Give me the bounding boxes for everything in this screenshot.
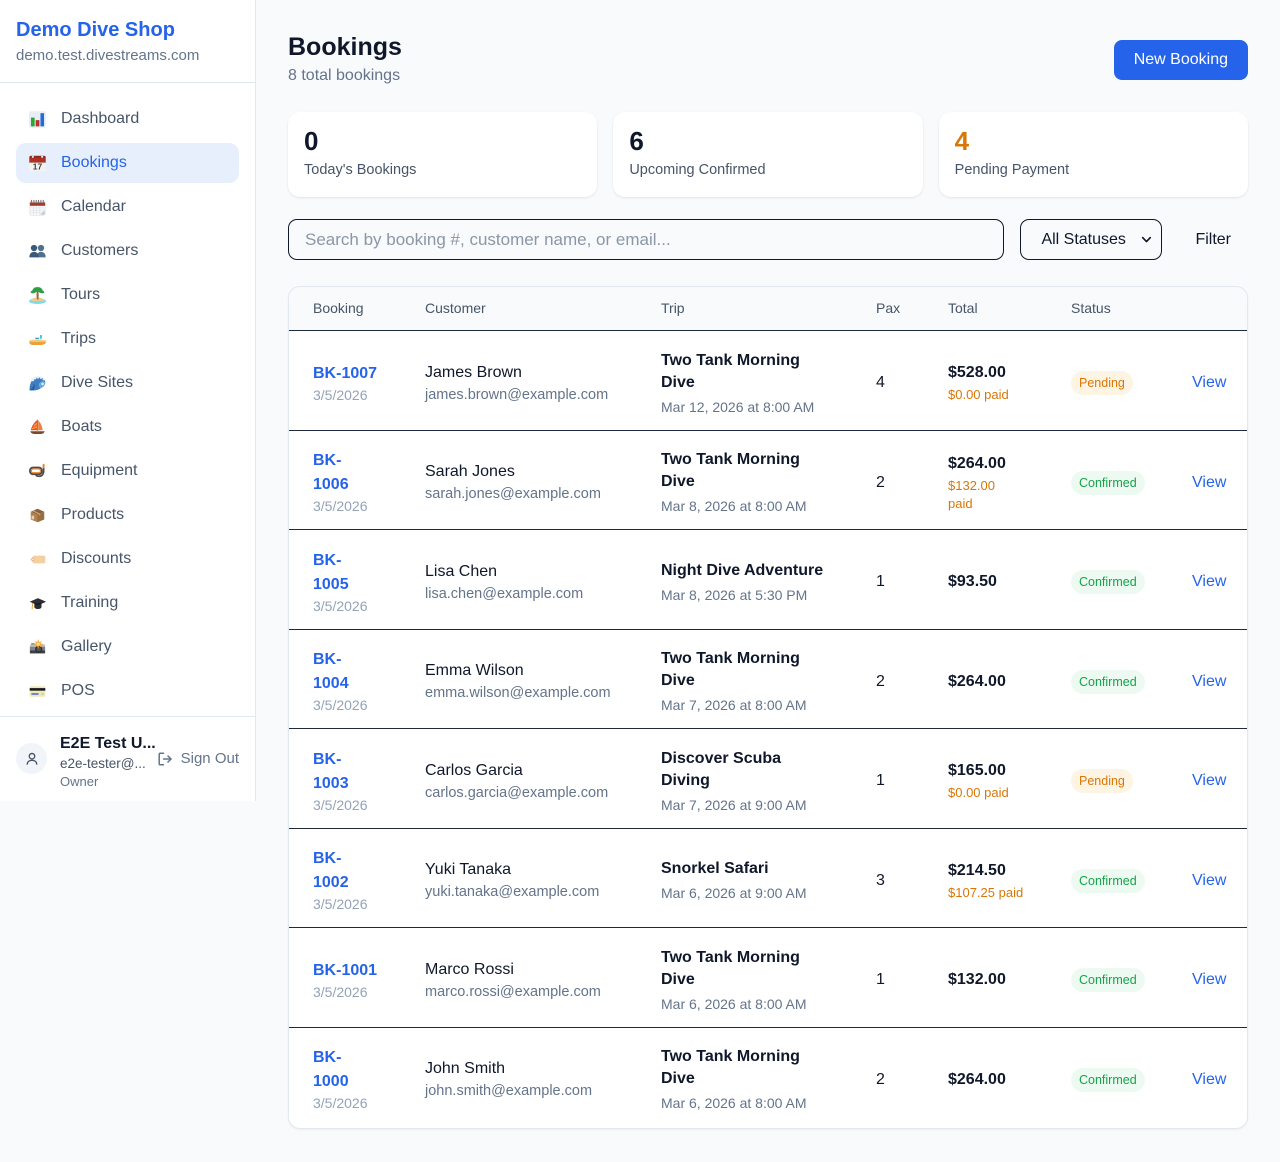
svg-text:17: 17 — [33, 161, 43, 171]
